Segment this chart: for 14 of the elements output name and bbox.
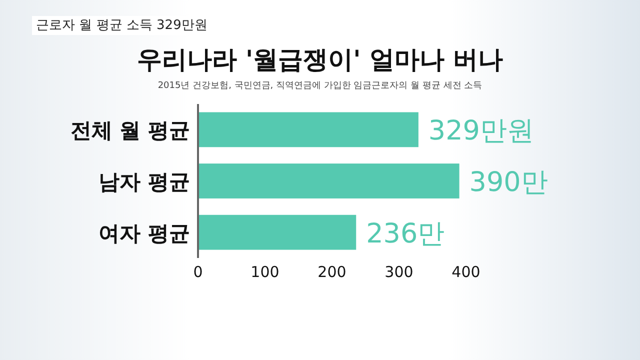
category: 전체 월 평균	[70, 118, 190, 143]
tick-label: 400	[452, 263, 480, 281]
category: 여자 평균	[98, 221, 190, 246]
tick-label: 0	[193, 263, 203, 281]
tick-label: 200	[318, 263, 346, 281]
value-label: 390만	[469, 167, 548, 198]
subtitle: 2015년 건강보험, 국민연금, 직역연금에 가입한 임금근로자의 월 평균 세전 소득	[158, 81, 482, 91]
tick-label: 100	[250, 263, 280, 281]
value-label: 236만	[366, 218, 445, 250]
category: 남자 평균	[98, 170, 190, 194]
annotation: 근로자 월 평균 소득 329만원	[36, 18, 208, 33]
value-label: 329만원	[428, 116, 534, 147]
title: 우리나라 '월급쟁이' 얼마나 버나	[136, 45, 504, 74]
tick-label: 300	[384, 263, 414, 281]
